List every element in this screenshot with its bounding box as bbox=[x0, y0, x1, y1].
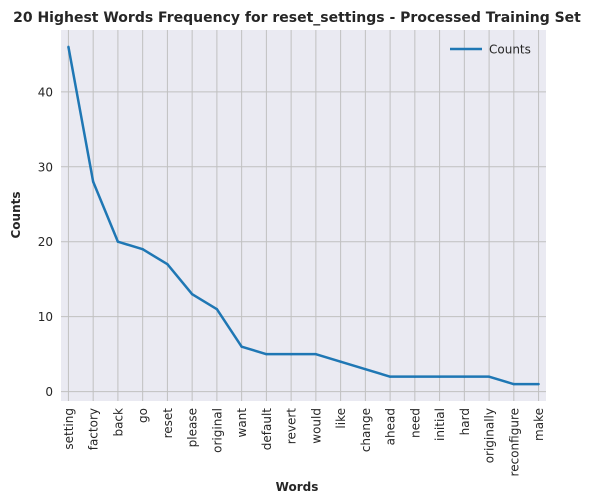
data-point-make bbox=[537, 383, 539, 385]
x-tick-label-want: want bbox=[235, 408, 249, 438]
x-tick-label-reset: reset bbox=[161, 408, 175, 439]
x-tick-label-initial: initial bbox=[433, 408, 447, 441]
chart-title: 20 Highest Words Frequency for reset_set… bbox=[13, 10, 581, 26]
x-tick-label-like: like bbox=[334, 408, 348, 429]
x-tick-label-originally: originally bbox=[483, 408, 497, 463]
data-point-want bbox=[240, 345, 242, 347]
data-point-like bbox=[339, 360, 341, 362]
data-point-default bbox=[265, 353, 267, 355]
x-tick-label-make: make bbox=[532, 408, 546, 441]
data-point-setting bbox=[67, 46, 69, 48]
x-tick-label-would: would bbox=[309, 408, 323, 444]
x-tick-label-please: please bbox=[186, 408, 200, 447]
data-point-go bbox=[141, 248, 143, 250]
plot-area bbox=[61, 30, 546, 401]
data-point-ahead bbox=[389, 375, 391, 377]
data-point-please bbox=[191, 293, 193, 295]
data-point-change bbox=[364, 368, 366, 370]
x-tick-label-setting: setting bbox=[62, 408, 76, 450]
x-tick-label-need: need bbox=[408, 408, 422, 438]
data-point-originally bbox=[488, 375, 490, 377]
legend-label-counts: Counts bbox=[489, 43, 531, 57]
x-tick-label-default: default bbox=[260, 408, 274, 451]
x-axis-ticks: setting factory back go reset please original w… bbox=[62, 408, 546, 477]
data-point-need bbox=[414, 375, 416, 377]
data-point-initial bbox=[438, 375, 440, 377]
x-tick-label-factory: factory bbox=[87, 408, 101, 450]
y-tick-label-10: 10 bbox=[38, 310, 53, 324]
x-tick-label-revert: revert bbox=[285, 408, 299, 444]
x-tick-label-back: back bbox=[111, 408, 125, 437]
data-point-reconfigure bbox=[513, 383, 515, 385]
y-tick-label-30: 30 bbox=[38, 160, 53, 174]
data-point-original bbox=[216, 308, 218, 310]
x-tick-label-original: original bbox=[210, 408, 224, 453]
x-axis-label: Words bbox=[276, 480, 319, 494]
data-point-factory bbox=[92, 181, 94, 183]
x-tick-label-go: go bbox=[136, 408, 150, 423]
y-axis-label: Counts bbox=[9, 191, 23, 238]
x-tick-label-change: change bbox=[359, 408, 373, 452]
x-tick-label-reconfigure: reconfigure bbox=[507, 408, 521, 476]
data-point-hard bbox=[463, 375, 465, 377]
x-tick-label-ahead: ahead bbox=[384, 408, 398, 445]
data-point-reset bbox=[166, 263, 168, 265]
x-tick-label-hard: hard bbox=[458, 408, 472, 435]
data-point-revert bbox=[290, 353, 292, 355]
data-point-would bbox=[315, 353, 317, 355]
y-axis-ticks: 0 10 20 30 40 bbox=[38, 85, 53, 399]
data-point-back bbox=[117, 241, 119, 243]
y-tick-label-40: 40 bbox=[38, 85, 53, 99]
y-tick-label-0: 0 bbox=[45, 385, 53, 399]
y-tick-label-20: 20 bbox=[38, 235, 53, 249]
